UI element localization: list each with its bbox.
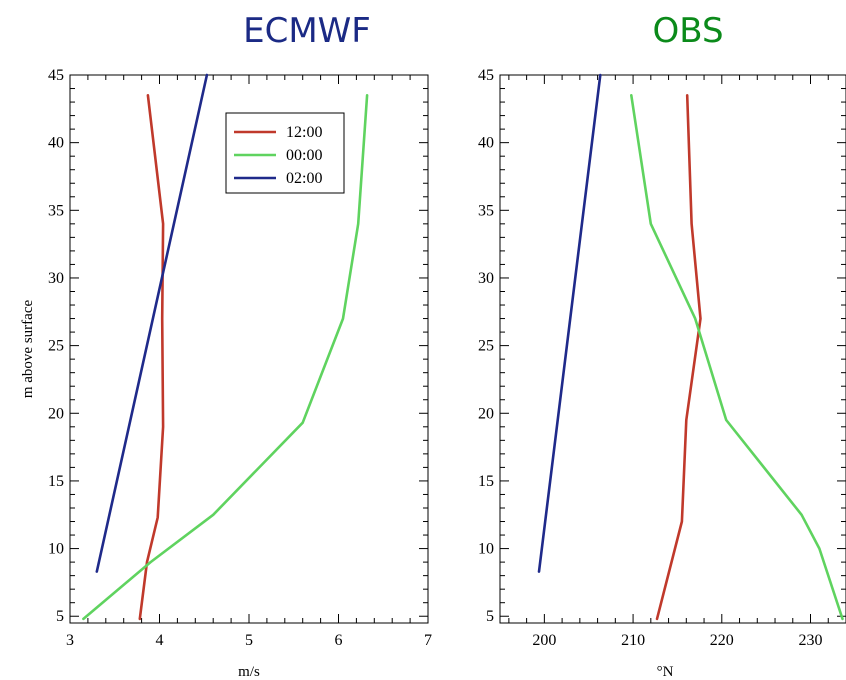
obs-x-axis-label: °N (657, 664, 674, 680)
y-tick-label: 5 (56, 608, 64, 625)
y-tick-label: 30 (48, 270, 64, 287)
legend-entry-label: 02:00 (286, 170, 322, 187)
ecmwf-y-axis-label: m above surface (20, 300, 36, 399)
ecmwf-series-line (82, 94, 369, 621)
y-tick-label: 5 (486, 608, 494, 625)
ecmwf-series-line (95, 73, 209, 573)
obs-series-line (537, 73, 602, 573)
x-tick-label: 3 (66, 632, 74, 649)
y-tick-label: 25 (478, 338, 494, 355)
y-tick-label: 45 (478, 67, 494, 84)
obs-plot-frame (499, 74, 846, 624)
y-tick-label: 40 (48, 135, 64, 152)
legend-box (225, 112, 345, 194)
obs-series-line (629, 94, 844, 621)
obs-ticks: 200 210 220 230 5 10 15 20 25 30 35 40 45 (478, 67, 846, 649)
x-tick-label: 6 (335, 632, 343, 649)
x-tick-label: 220 (710, 632, 734, 649)
ecmwf-x-axis-label: m/s (238, 664, 260, 680)
y-tick-label: 30 (478, 270, 494, 287)
obs-series-line (655, 94, 702, 621)
y-tick-label: 45 (48, 67, 64, 84)
ecmwf-plot-frame (69, 74, 429, 624)
obs-series-lines (537, 73, 844, 621)
x-tick-label: 230 (799, 632, 823, 649)
ecmwf-series-lines (82, 73, 369, 621)
y-tick-label: 35 (478, 202, 494, 219)
y-tick-label: 10 (48, 541, 64, 558)
y-tick-label: 20 (48, 405, 64, 422)
ecmwf-legend: 12:00 00:00 02:00 (225, 112, 345, 194)
y-tick-label: 35 (48, 202, 64, 219)
ecmwf-series-line (138, 94, 165, 621)
ecmwf-panel-title: ECMWF (243, 11, 371, 51)
legend-entry-label: 12:00 (286, 124, 322, 141)
x-tick-label: 4 (156, 632, 164, 649)
legend-entry-label: 00:00 (286, 147, 322, 164)
y-tick-label: 10 (478, 541, 494, 558)
obs-panel-title: OBS (652, 11, 723, 51)
y-tick-label: 20 (478, 405, 494, 422)
x-tick-label: 210 (621, 632, 645, 649)
y-tick-label: 15 (478, 473, 494, 490)
y-tick-label: 25 (48, 338, 64, 355)
x-tick-label: 7 (424, 632, 432, 649)
y-tick-label: 15 (48, 473, 64, 490)
x-tick-label: 200 (532, 632, 556, 649)
y-tick-label: 40 (478, 135, 494, 152)
x-tick-label: 5 (245, 632, 253, 649)
